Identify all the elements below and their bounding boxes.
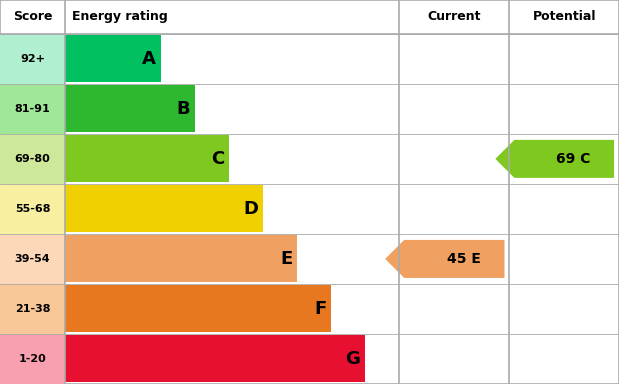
Bar (0, 234, 65, 284)
Text: E: E (280, 250, 292, 268)
Bar (65, 235, 297, 283)
Text: D: D (243, 200, 258, 218)
Polygon shape (495, 140, 614, 178)
Bar (65, 85, 195, 132)
Bar (65, 336, 365, 382)
Text: F: F (314, 300, 326, 318)
Text: Score: Score (13, 10, 52, 23)
Text: 81-91: 81-91 (15, 104, 50, 114)
Text: 39-54: 39-54 (15, 254, 50, 264)
Text: 92+: 92+ (20, 54, 45, 64)
Bar (0, 334, 65, 384)
Bar (0, 34, 65, 84)
Bar (65, 185, 263, 232)
Text: 1-20: 1-20 (19, 354, 46, 364)
Bar (0, 134, 65, 184)
Bar (65, 285, 331, 333)
Text: Current: Current (428, 10, 481, 23)
Text: A: A (142, 50, 156, 68)
Text: 45 E: 45 E (446, 252, 480, 266)
Bar (65, 35, 161, 82)
Text: C: C (211, 150, 224, 168)
Bar (0, 184, 65, 234)
Text: 55-68: 55-68 (15, 204, 50, 214)
Text: Energy rating: Energy rating (72, 10, 168, 23)
Text: B: B (176, 100, 190, 118)
Bar (0, 84, 65, 134)
Text: G: G (345, 350, 360, 368)
Bar (0, 284, 65, 334)
Text: Potential: Potential (532, 10, 596, 23)
Polygon shape (385, 240, 504, 278)
Bar (65, 135, 229, 182)
Text: 69-80: 69-80 (15, 154, 50, 164)
Text: 69 C: 69 C (556, 152, 591, 166)
Text: 21-38: 21-38 (15, 304, 50, 314)
